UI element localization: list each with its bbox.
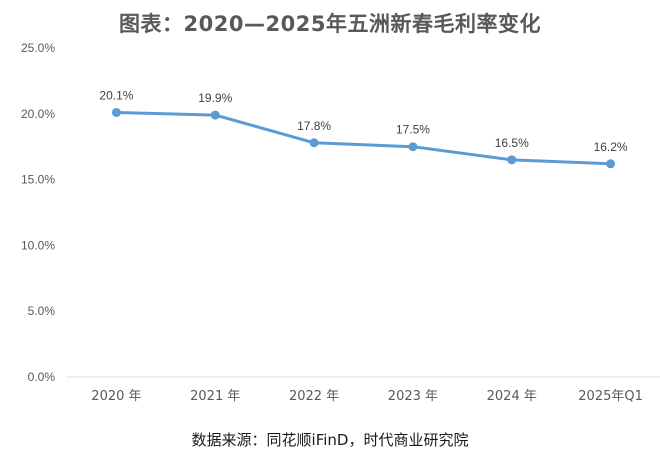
x-axis-labels: 2020 年 2021 年 2022 年 2023 年 2024 年 2025年Q1 [91, 389, 643, 404]
x-tick-label: 2025年Q1 [578, 389, 643, 404]
x-tick-label: 2020 年 [91, 389, 141, 404]
x-tick-label: 2021 年 [190, 389, 240, 404]
data-labels: 20.1% 19.9% 17.8% 17.5% 16.5% 16.2% [99, 88, 628, 153]
data-point [606, 159, 616, 169]
x-tick-label: 2022 年 [289, 389, 339, 404]
data-label: 19.9% [198, 91, 232, 105]
y-tick-label: 5.0% [28, 304, 56, 318]
y-tick-label: 20.0% [21, 107, 55, 121]
data-point [210, 110, 220, 120]
data-points [111, 107, 616, 169]
data-point [408, 142, 418, 152]
data-label: 16.5% [495, 136, 529, 150]
data-label: 17.8% [297, 119, 331, 133]
series-line [114, 111, 613, 166]
x-tick-label: 2024 年 [487, 389, 537, 404]
y-tick-label: 0.0% [28, 370, 56, 384]
x-tick-label: 2023 年 [388, 389, 438, 404]
data-label: 16.2% [594, 140, 628, 154]
data-point [111, 107, 121, 117]
data-label: 17.5% [396, 123, 430, 137]
y-tick-label: 25.0% [21, 41, 55, 55]
source-note: 数据来源：同花顺iFinD，时代商业研究院 [191, 431, 469, 449]
y-tick-label: 10.0% [21, 238, 55, 252]
chart-title: 图表：2020—2025年五洲新春毛利率变化 [119, 12, 541, 36]
data-label: 20.1% [99, 88, 133, 102]
y-tick-label: 15.0% [21, 173, 55, 187]
y-axis-labels: 0.0% 5.0% 10.0% 15.0% 20.0% 25.0% [21, 41, 55, 384]
data-point [507, 155, 517, 165]
data-point [309, 138, 319, 148]
